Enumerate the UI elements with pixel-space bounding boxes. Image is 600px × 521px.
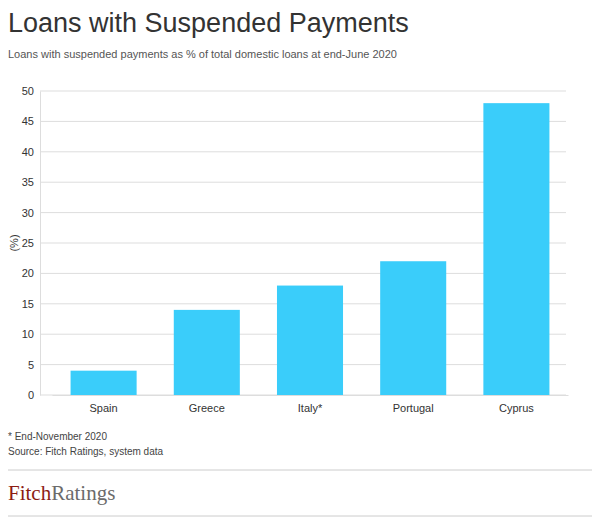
- y-tick: 35: [22, 176, 40, 188]
- y-tick-label: 35: [22, 176, 34, 188]
- y-tick: 10: [22, 328, 40, 340]
- note: Source: Fitch Ratings, system data: [8, 446, 164, 457]
- y-tick-label: 15: [22, 298, 34, 310]
- x-axis-line: [53, 395, 569, 396]
- x-tick: Greece: [189, 395, 225, 414]
- y-tick-label: 5: [28, 359, 34, 371]
- bars: [71, 103, 550, 395]
- y-tick: 30: [22, 207, 40, 219]
- logo-part: Ratings: [51, 481, 115, 505]
- grid: [40, 91, 566, 395]
- y-axis: 0 5 10 15 20 25 30 35 40 45 50: [22, 85, 41, 401]
- y-tick: 15: [22, 298, 40, 310]
- y-tick: 25: [22, 237, 40, 249]
- y-tick-label: 45: [22, 115, 34, 127]
- y-tick: 0: [28, 389, 40, 401]
- y-axis-title: (%): [8, 234, 20, 251]
- y-tick-label: 20: [22, 267, 34, 279]
- notes: * End-November 2020 Source: Fitch Ratings…: [8, 431, 164, 457]
- y-axis-line: [40, 92, 41, 396]
- chart: Loans with Suspended Payments Loans with …: [0, 0, 600, 521]
- x-tick: Cyprus: [499, 395, 534, 414]
- y-tick: 5: [28, 359, 40, 371]
- logo: FitchRatings: [8, 481, 115, 505]
- y-tick: 45: [22, 115, 40, 127]
- y-tick-label: 25: [22, 237, 34, 249]
- bar: [174, 310, 240, 395]
- x-tick: Portugal: [393, 395, 434, 414]
- x-axis: Spain Greece Italy* Portugal Cyprus: [53, 395, 569, 414]
- y-tick: 40: [22, 146, 40, 158]
- x-tick: Italy*: [298, 395, 323, 414]
- x-tick-label: Greece: [189, 402, 225, 414]
- separator: [8, 516, 592, 517]
- separator: [8, 470, 592, 471]
- bar: [71, 371, 137, 395]
- x-tick: Spain: [90, 395, 118, 414]
- logo-part: Fitch: [8, 481, 52, 505]
- y-tick-label: 30: [22, 207, 34, 219]
- y-tick: 50: [22, 85, 40, 97]
- title: Loans with Suspended Payments: [8, 8, 409, 38]
- grid-line: [40, 91, 566, 92]
- y-tick: 20: [22, 267, 40, 279]
- x-tick-label: Spain: [90, 402, 118, 414]
- bar: [483, 103, 549, 395]
- bar: [380, 261, 446, 395]
- x-tick-label: Portugal: [393, 402, 434, 414]
- subtitle: Loans with suspended payments as % of to…: [8, 48, 397, 60]
- x-tick-label: Cyprus: [499, 402, 534, 414]
- x-tick-label: Italy*: [298, 402, 323, 414]
- y-tick-label: 50: [22, 85, 34, 97]
- y-tick-label: 0: [28, 389, 34, 401]
- y-tick-label: 10: [22, 328, 34, 340]
- note: * End-November 2020: [8, 431, 107, 442]
- bar: [277, 286, 343, 395]
- y-tick-label: 40: [22, 146, 34, 158]
